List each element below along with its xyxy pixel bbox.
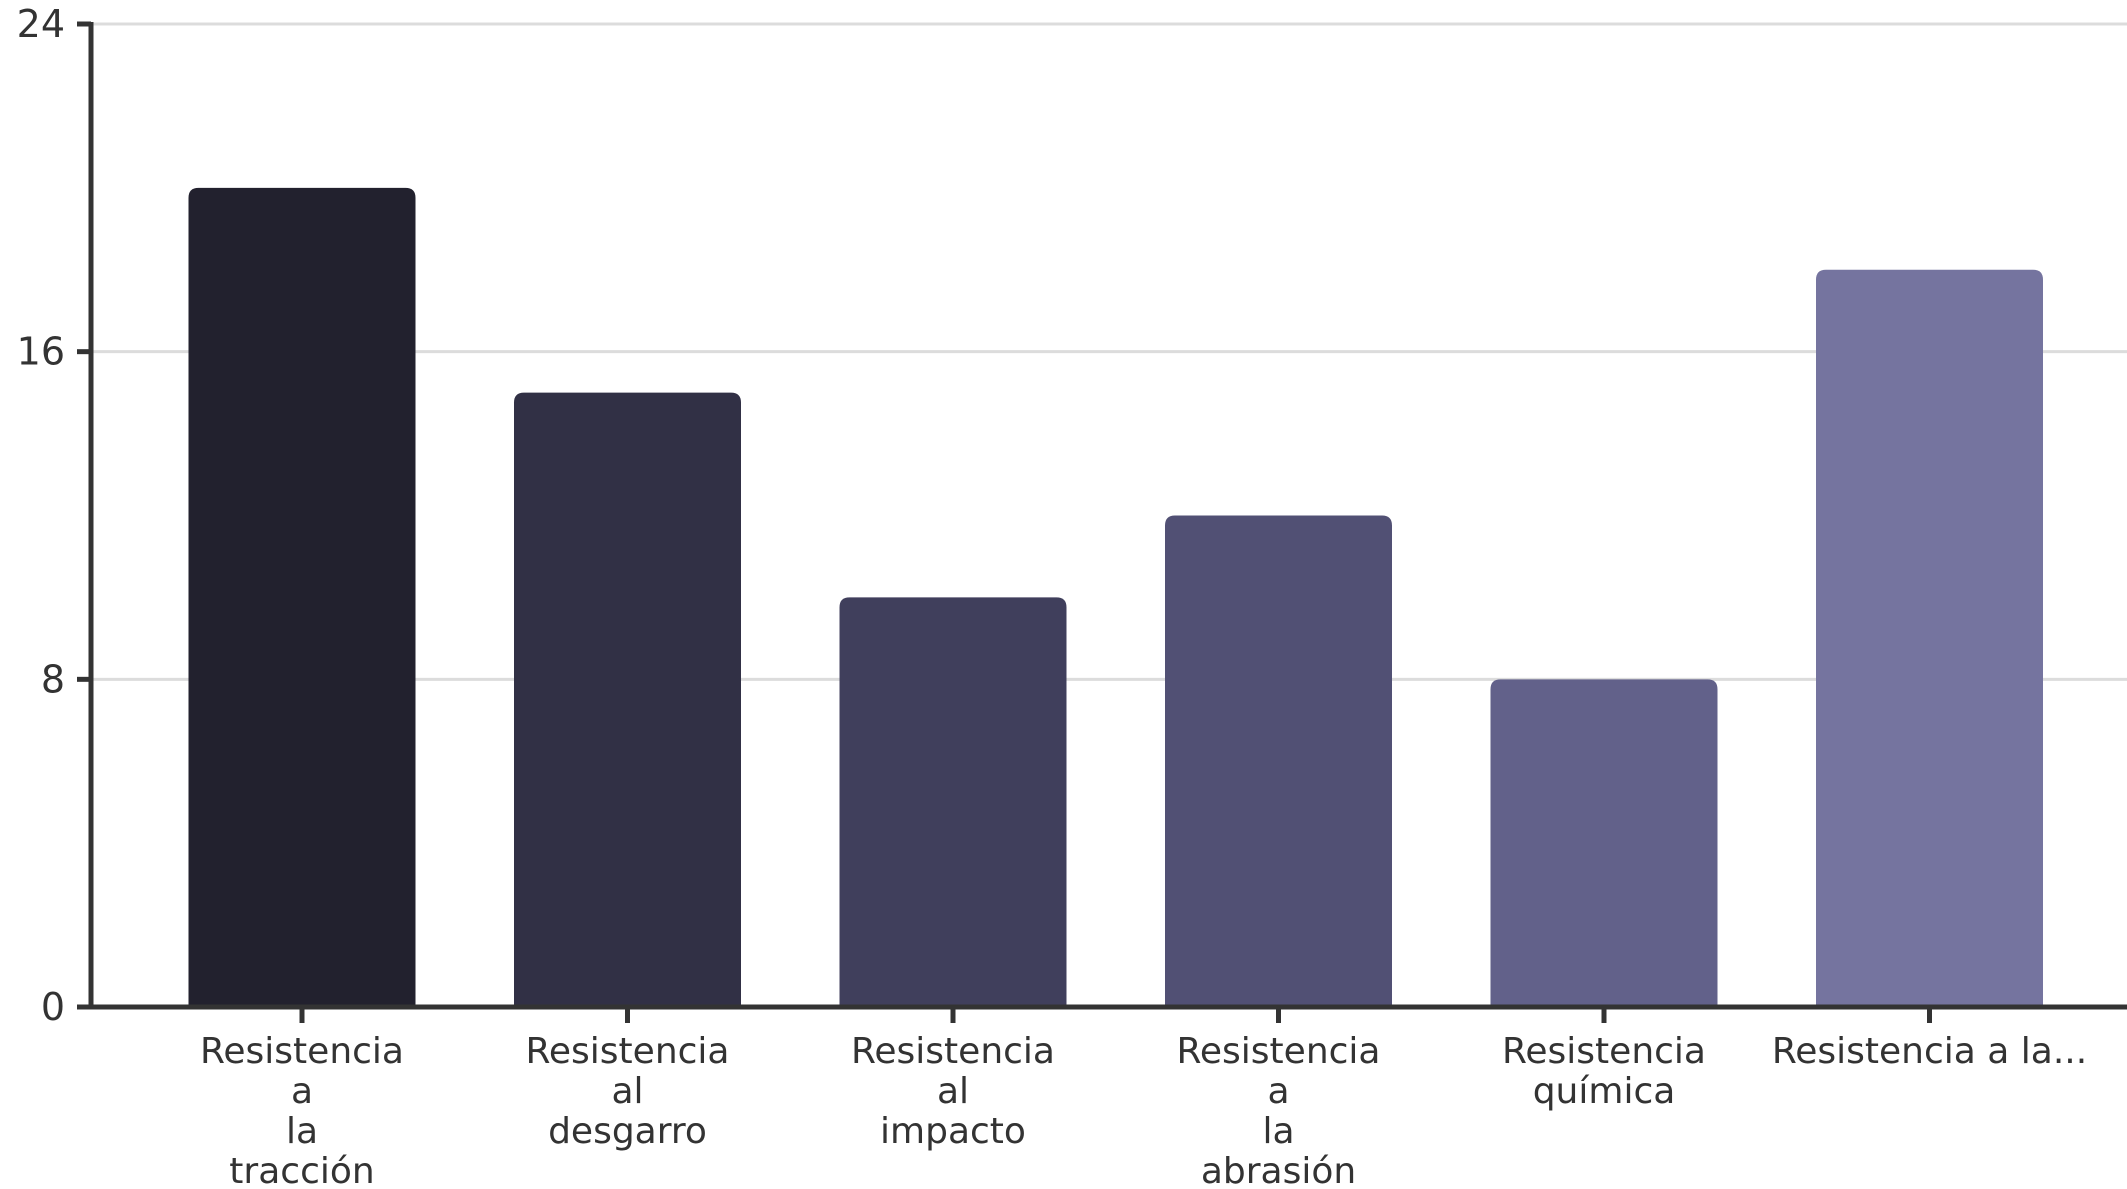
bars — [188, 187, 2043, 1008]
bar[interactable] — [1490, 679, 1718, 1007]
x-tick-label-line: la — [1262, 1111, 1294, 1152]
x-tick-label: Resistencia a la tracción — [200, 1031, 404, 1189]
x-tick-label: Resistencia al impacto — [851, 1031, 1055, 1152]
bar[interactable] — [1816, 269, 2043, 1007]
y-tick-label: 0 — [41, 985, 65, 1029]
y-axis-ticks: 0 8 16 24 — [17, 2, 91, 1029]
x-tick-label-line: Resistencia — [200, 1031, 404, 1072]
x-tick-label: Resistencia a la abrasión — [1177, 1031, 1381, 1189]
x-tick-label-line: al — [937, 1071, 969, 1112]
x-tick-label-line: Resistencia — [1177, 1031, 1381, 1072]
x-tick-label: Resistencia química — [1502, 1031, 1706, 1112]
grid-lines — [91, 22, 2127, 681]
x-tick-label-line: química — [1533, 1071, 1676, 1112]
y-tick-label: 16 — [17, 330, 65, 374]
x-tick-label-line: Resistencia — [1502, 1031, 1706, 1072]
x-tick-label-line: a — [291, 1071, 313, 1112]
x-tick-label-line: tracción — [229, 1151, 374, 1189]
x-tick-label-line: Resistencia — [526, 1031, 730, 1072]
x-tick-label-line: desgarro — [548, 1111, 707, 1152]
x-tick-label-line: Resistencia a la... — [1772, 1031, 2087, 1072]
bar[interactable] — [188, 187, 416, 1008]
x-tick-label-line: a — [1267, 1071, 1289, 1112]
y-tick-label: 24 — [17, 2, 65, 46]
x-tick-label-line: la — [286, 1111, 318, 1152]
x-tick-label: Resistencia a la... — [1772, 1031, 2087, 1072]
x-tick-label-line: al — [611, 1071, 643, 1112]
bar[interactable] — [839, 597, 1067, 1007]
x-tick-label-line: abrasión — [1201, 1151, 1356, 1189]
y-tick-label: 8 — [41, 657, 65, 701]
axes — [88, 22, 2127, 1010]
x-tick-label-line: impacto — [880, 1111, 1026, 1152]
x-tick-label: Resistencia al desgarro — [526, 1031, 730, 1152]
bar[interactable] — [514, 392, 741, 1007]
x-tick-label-line: Resistencia — [851, 1031, 1055, 1072]
bar[interactable] — [1165, 515, 1392, 1008]
